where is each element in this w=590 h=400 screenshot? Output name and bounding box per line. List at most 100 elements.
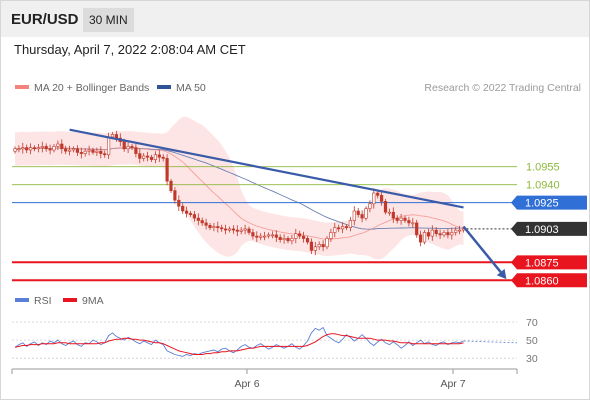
candle-body bbox=[196, 217, 200, 221]
rsi-tick-label: 70 bbox=[526, 317, 538, 329]
bollinger-bands bbox=[15, 116, 464, 260]
candle bbox=[146, 151, 150, 162]
legend-swatch-ma50 bbox=[157, 85, 171, 89]
level-tag-1.0860: 1.0860 bbox=[511, 273, 587, 287]
candle bbox=[251, 228, 255, 240]
candle-body bbox=[317, 244, 321, 248]
candle bbox=[344, 224, 349, 231]
candle-body bbox=[99, 150, 103, 154]
x-axis-label: Apr 6 bbox=[234, 378, 259, 390]
candle-body bbox=[309, 241, 314, 251]
candle-body bbox=[438, 233, 442, 236]
candle bbox=[294, 228, 298, 244]
legend-swatch-ma20 bbox=[15, 85, 29, 89]
price-levels bbox=[12, 166, 517, 282]
candle bbox=[32, 145, 37, 152]
candle bbox=[71, 146, 76, 153]
candle-body bbox=[91, 149, 95, 153]
candle bbox=[352, 206, 356, 226]
candle bbox=[278, 234, 282, 243]
price-level-tags: 1.0955 1.0940 1.0925 1.0903 1.0875 1.0860 bbox=[511, 162, 587, 287]
candle-body bbox=[185, 210, 189, 214]
candle-body bbox=[169, 180, 173, 192]
level-tag-text: 1.0875 bbox=[525, 257, 559, 269]
candle bbox=[325, 236, 329, 250]
candle-body bbox=[122, 141, 126, 150]
candle-body bbox=[177, 199, 181, 207]
candle-body bbox=[48, 148, 52, 151]
candle-body bbox=[321, 244, 325, 248]
candle-body bbox=[376, 192, 380, 196]
candle-body bbox=[103, 153, 107, 156]
candle bbox=[126, 142, 130, 153]
candle bbox=[200, 217, 204, 226]
candle-body bbox=[60, 143, 64, 150]
candle bbox=[192, 211, 197, 222]
candle-body bbox=[364, 208, 368, 219]
level-tag-shape bbox=[511, 221, 587, 236]
candle-body bbox=[340, 226, 345, 230]
candle bbox=[360, 210, 364, 223]
candle-body bbox=[251, 232, 255, 237]
candle bbox=[255, 231, 259, 242]
candle-body bbox=[259, 235, 263, 238]
candle-body bbox=[149, 156, 154, 160]
candle-body bbox=[434, 229, 438, 235]
candle-body bbox=[44, 146, 48, 150]
rsi-extension bbox=[463, 340, 518, 344]
candle bbox=[208, 222, 212, 231]
level-tag-shape bbox=[511, 195, 587, 210]
candle-body bbox=[110, 134, 115, 138]
candle-body bbox=[337, 227, 341, 230]
interval-button[interactable]: 30 MIN bbox=[83, 8, 134, 32]
candle bbox=[40, 141, 44, 153]
candle bbox=[149, 154, 154, 162]
candle bbox=[75, 145, 79, 156]
candle bbox=[337, 224, 341, 232]
candle-body bbox=[372, 192, 376, 205]
candle bbox=[181, 203, 185, 214]
candle bbox=[422, 230, 427, 245]
candle-body bbox=[208, 225, 212, 229]
research-credit: Research © 2022 Trading Central bbox=[424, 82, 581, 94]
candle bbox=[196, 213, 200, 226]
candle-body bbox=[395, 217, 399, 221]
candlesticks bbox=[13, 130, 466, 256]
candle-body bbox=[216, 226, 220, 229]
resistance-trendline bbox=[69, 128, 464, 209]
candle bbox=[134, 144, 138, 158]
candle-body bbox=[79, 152, 83, 154]
candle-body bbox=[227, 228, 232, 231]
candle-body bbox=[270, 234, 275, 237]
candle bbox=[446, 228, 450, 239]
candle bbox=[64, 145, 68, 155]
candle bbox=[317, 241, 321, 250]
candle-body bbox=[40, 146, 44, 148]
candle-body bbox=[28, 147, 33, 151]
candle-body bbox=[422, 232, 427, 243]
candle bbox=[286, 236, 290, 244]
candle bbox=[103, 150, 107, 158]
level-tag-shape bbox=[511, 255, 587, 270]
candle-body bbox=[146, 155, 150, 158]
candle bbox=[259, 233, 263, 241]
candle bbox=[13, 146, 17, 154]
candle bbox=[457, 225, 462, 235]
candle-body bbox=[181, 205, 185, 212]
candle-body bbox=[325, 238, 329, 248]
candle bbox=[21, 142, 25, 154]
candle-body bbox=[157, 154, 161, 158]
candle-body bbox=[274, 234, 278, 238]
candle-body bbox=[212, 226, 216, 229]
candle-body bbox=[298, 233, 302, 237]
rsi-legend: RSI 9MA bbox=[15, 295, 104, 307]
legend-label-ma50: MA 50 bbox=[176, 82, 206, 94]
candle bbox=[407, 216, 411, 227]
candle-body bbox=[352, 210, 356, 221]
candle-body bbox=[153, 154, 158, 160]
projection-arrow-shaft bbox=[462, 225, 502, 273]
candle bbox=[177, 195, 181, 211]
candle-body bbox=[13, 148, 17, 152]
candle bbox=[270, 231, 275, 239]
